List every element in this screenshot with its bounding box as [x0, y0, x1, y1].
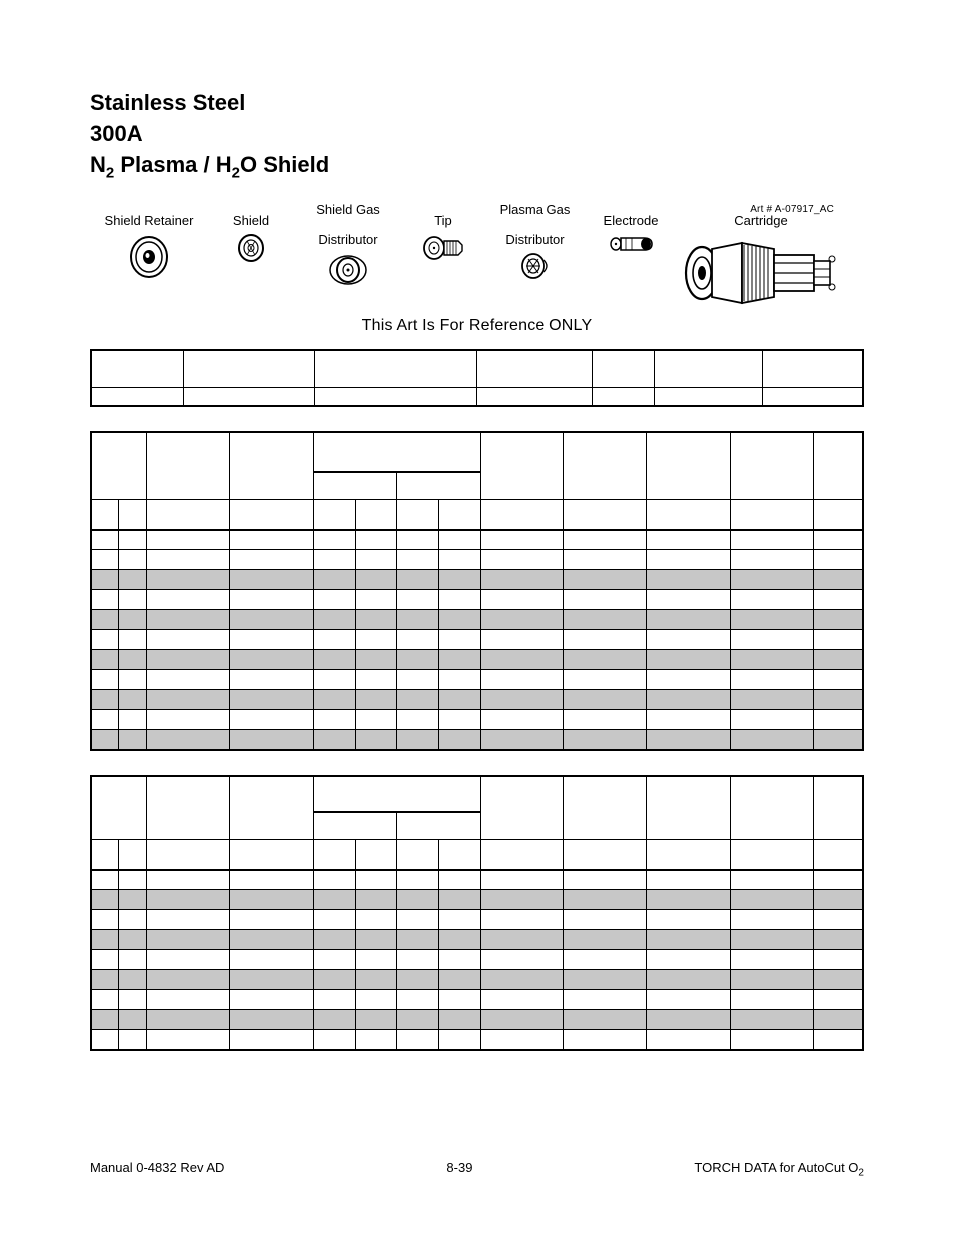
- table-row: [91, 930, 863, 950]
- part-label-line2: Distributor: [318, 233, 377, 248]
- reference-only-text: This Art Is For Reference ONLY: [90, 317, 864, 335]
- part-label: Shield: [233, 214, 269, 229]
- table-row: [91, 570, 863, 590]
- table-row: [91, 590, 863, 610]
- page-heading: Stainless Steel 300A N2 Plasma / H2O Shi…: [90, 88, 864, 183]
- table-header-row: [91, 432, 863, 472]
- table-row: [91, 610, 863, 630]
- shield-retainer-icon: [125, 233, 173, 281]
- table-row: [91, 970, 863, 990]
- table-row: [91, 650, 863, 670]
- footer-right: TORCH DATA for AutoCut O2: [694, 1160, 864, 1179]
- part-label-line1: Plasma Gas: [500, 203, 571, 218]
- heading-line-1: Stainless Steel: [90, 88, 864, 119]
- table-row: [91, 1010, 863, 1030]
- part-cartridge: Cartridge: [676, 203, 846, 313]
- heading-line-3: N2 Plasma / H2O Shield: [90, 150, 864, 183]
- table-row: [91, 910, 863, 930]
- table-row: [91, 890, 863, 910]
- table-header-row: [91, 776, 863, 812]
- table-row: [91, 550, 863, 570]
- parts-diagram: Shield Retainer Shield Shield Gas Distri: [90, 203, 864, 313]
- heading-line-2: 300A: [90, 119, 864, 150]
- parts-number-table: [90, 349, 864, 407]
- part-label: Tip: [434, 214, 452, 229]
- table-row: [91, 690, 863, 710]
- table-row: [91, 388, 863, 406]
- footer-left: Manual 0-4832 Rev AD: [90, 1160, 224, 1179]
- part-tip: Tip: [402, 203, 484, 263]
- page-footer: Manual 0-4832 Rev AD 8-39 TORCH DATA for…: [90, 1160, 864, 1179]
- table-units-row: [91, 840, 863, 870]
- part-shield: Shield: [208, 203, 294, 263]
- part-label: Cartridge: [734, 214, 787, 229]
- shield-icon: [236, 233, 266, 263]
- electrode-icon: [608, 233, 654, 255]
- table-row: [91, 730, 863, 750]
- table-row: [91, 530, 863, 550]
- table-units-row: [91, 500, 863, 530]
- part-label-line1: Shield Gas: [316, 203, 380, 218]
- part-label: Shield Retainer: [105, 214, 194, 229]
- tip-icon: [420, 233, 466, 263]
- art-number: Art # A-07917_AC: [750, 204, 834, 215]
- table-row: [91, 670, 863, 690]
- table-row: [91, 350, 863, 388]
- cartridge-icon: [682, 233, 840, 313]
- part-label: Electrode: [604, 214, 659, 229]
- cut-data-table-c: [90, 775, 864, 1051]
- footer-center: 8-39: [446, 1160, 472, 1179]
- part-electrode: Electrode: [586, 203, 676, 255]
- part-shield-retainer: Shield Retainer: [90, 203, 208, 281]
- table-row: [91, 950, 863, 970]
- table-row: [91, 990, 863, 1010]
- plasma-gas-distributor-icon: [518, 252, 552, 280]
- cut-data-table-b: [90, 431, 864, 751]
- table-row: [91, 630, 863, 650]
- part-label-line2: Distributor: [505, 233, 564, 248]
- part-plasma-gas-distributor: Plasma Gas Distributor: [484, 203, 586, 280]
- part-shield-gas-distributor: Shield Gas Distributor: [294, 203, 402, 288]
- table-row: [91, 710, 863, 730]
- shield-gas-distributor-icon: [327, 252, 369, 288]
- table-row: [91, 1030, 863, 1050]
- table-row: [91, 870, 863, 890]
